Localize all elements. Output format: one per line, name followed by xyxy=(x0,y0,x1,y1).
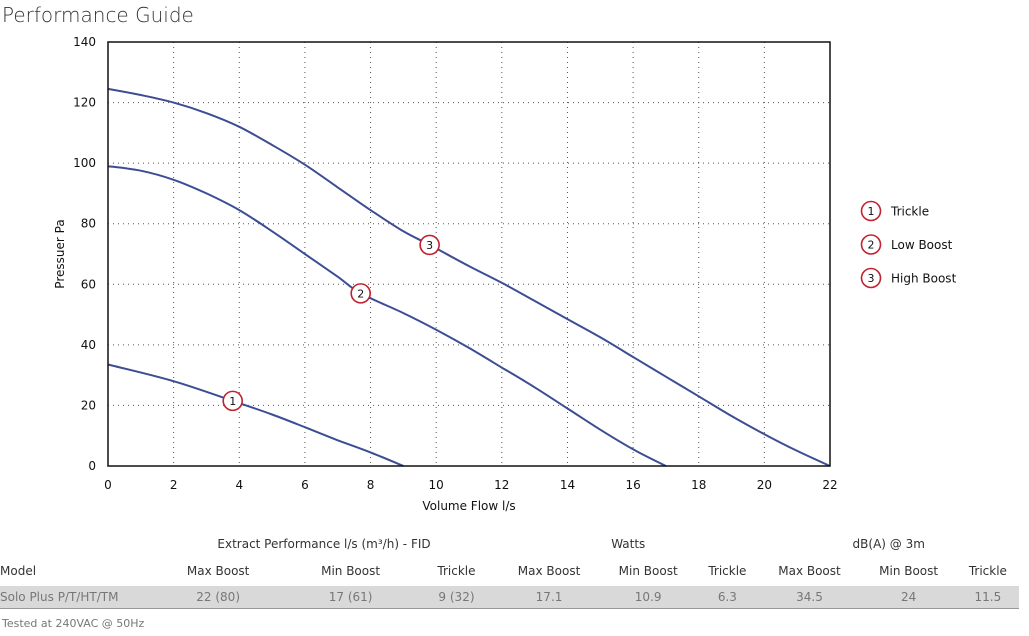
y-tick-label: 60 xyxy=(81,277,96,291)
cell-model: Solo Plus P/T/HT/TM xyxy=(0,586,150,609)
header-db-min: Min Boost xyxy=(879,564,939,578)
legend-marker-number: 3 xyxy=(868,272,875,285)
legend-marker-number: 2 xyxy=(868,239,875,252)
curve-marker-label: 1 xyxy=(229,395,236,408)
curve-marker-label: 2 xyxy=(357,287,364,300)
x-axis-label: Volume Flow l/s xyxy=(422,499,515,513)
x-tick-label: 22 xyxy=(822,478,837,492)
y-tick-label: 40 xyxy=(81,338,96,352)
cell-extract-max: 22 (80) xyxy=(150,586,287,609)
cell-db-min: 24 xyxy=(860,586,957,609)
chart-title: Performance Guide xyxy=(2,3,194,27)
legend-label: High Boost xyxy=(891,272,957,286)
x-tick-label: 18 xyxy=(691,478,706,492)
y-tick-label: 140 xyxy=(73,35,96,49)
table-row: Solo Plus P/T/HT/TM 22 (80) 17 (61) 9 (3… xyxy=(0,586,1019,609)
y-tick-label: 20 xyxy=(81,398,96,412)
curve-trickle xyxy=(107,363,404,467)
cell-watts-max: 17.1 xyxy=(498,586,601,609)
x-tick-label: 8 xyxy=(367,478,375,492)
x-tick-label: 2 xyxy=(170,478,178,492)
y-tick-label: 0 xyxy=(88,459,96,473)
curve-marker-2 xyxy=(350,283,372,304)
legend-label: Trickle xyxy=(890,205,929,219)
group-header-watts: Watts xyxy=(611,537,646,551)
legend-marker-3 xyxy=(860,267,882,289)
header-extract-max: Max Boost xyxy=(186,564,250,578)
y-axis-label: Pressuer Pa xyxy=(53,219,67,288)
header-watts-max: Max Boost xyxy=(517,564,581,578)
x-tick-label: 20 xyxy=(757,478,772,492)
table-header-row: Model Max Boost Min Boost Trickle Max Bo… xyxy=(0,556,1019,586)
curve-marker-1 xyxy=(222,390,244,412)
curve-marker-3 xyxy=(419,234,440,256)
cell-watts-trickle: 6.3 xyxy=(696,586,759,609)
y-tick-label: 80 xyxy=(81,217,96,231)
header-extract-min: Min Boost xyxy=(321,564,381,578)
x-tick-label: 6 xyxy=(301,478,309,492)
header-model: Model xyxy=(0,564,37,578)
curve-marker-label: 3 xyxy=(426,239,433,252)
legend-marker-2 xyxy=(860,234,882,255)
curve-markers: 1 2 3 xyxy=(222,234,440,412)
header-db-trickle: Trickle xyxy=(968,564,1007,578)
y-tick-label: 100 xyxy=(73,156,96,170)
x-tick-label: 10 xyxy=(429,478,444,492)
table-group-row: Extract Performance l/s (m³/h) - FID Wat… xyxy=(0,532,1019,556)
cell-db-trickle: 11.5 xyxy=(956,586,1019,609)
x-tick-label: 0 xyxy=(104,478,112,492)
performance-curves xyxy=(107,87,831,467)
header-watts-min: Min Boost xyxy=(618,564,678,578)
cell-extract-trickle: 9 (32) xyxy=(414,586,499,609)
legend-marker-1 xyxy=(860,200,882,222)
legend: 1 Trickle 2 Low Boost 3 High Boost xyxy=(860,200,957,289)
header-db-max: Max Boost xyxy=(778,564,841,578)
cell-extract-min: 17 (61) xyxy=(286,586,415,609)
legend-marker-number: 1 xyxy=(868,205,875,218)
x-tick-label: 14 xyxy=(560,478,575,492)
x-tick-label: 12 xyxy=(494,478,509,492)
legend-label: Low Boost xyxy=(891,238,953,252)
group-header-extract: Extract Performance l/s (m³/h) - FID xyxy=(217,537,431,551)
header-watts-trickle: Trickle xyxy=(708,564,747,578)
cell-watts-min: 10.9 xyxy=(600,586,697,609)
performance-table: Extract Performance l/s (m³/h) - FID Wat… xyxy=(0,532,1019,609)
header-extract-trickle: Trickle xyxy=(437,564,476,578)
x-tick-label: 4 xyxy=(235,478,243,492)
curve-high-boost xyxy=(107,87,831,467)
y-tick-label: 120 xyxy=(73,96,96,110)
plot-frame xyxy=(107,41,831,467)
group-header-noise: dB(A) @ 3m xyxy=(852,537,925,551)
grid-lines xyxy=(108,42,830,466)
cell-db-max: 34.5 xyxy=(758,586,861,609)
x-tick-label: 16 xyxy=(625,478,640,492)
footnote: Tested at 240VAC @ 50Hz xyxy=(2,617,145,630)
curve-low-boost xyxy=(107,165,667,467)
